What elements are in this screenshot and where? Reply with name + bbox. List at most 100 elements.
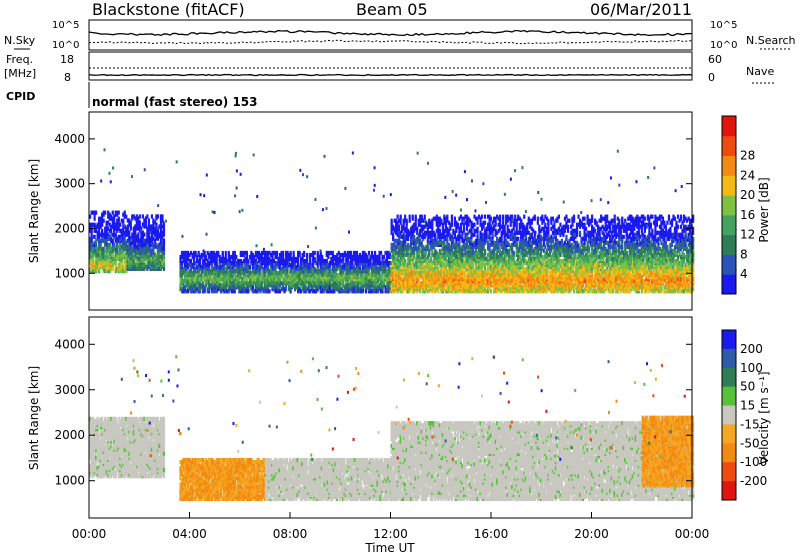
power-cell bbox=[500, 238, 503, 243]
power-cell bbox=[480, 285, 484, 290]
power-cell bbox=[486, 262, 490, 268]
power-cell bbox=[295, 275, 298, 280]
power-cell bbox=[274, 285, 277, 290]
power-cell bbox=[449, 264, 452, 270]
power-cell bbox=[506, 214, 509, 219]
power-cell bbox=[494, 269, 497, 274]
power-cell bbox=[370, 254, 374, 260]
power-cell bbox=[483, 248, 487, 254]
power-cell bbox=[208, 266, 211, 272]
power-cell bbox=[387, 266, 390, 272]
power-cell bbox=[419, 214, 422, 219]
power-cell bbox=[423, 246, 426, 252]
power-cell bbox=[107, 232, 110, 237]
power-cell bbox=[144, 224, 147, 229]
power-cell bbox=[104, 248, 107, 254]
power-cell bbox=[185, 266, 188, 272]
power-cell bbox=[200, 277, 203, 282]
power-cell bbox=[503, 252, 506, 258]
power-cell bbox=[95, 210, 98, 215]
power-cell bbox=[281, 285, 285, 290]
power-cell bbox=[98, 234, 101, 239]
power-cell bbox=[486, 279, 490, 284]
power-cell bbox=[233, 285, 236, 290]
power-cell bbox=[241, 260, 244, 266]
power-cell bbox=[318, 254, 321, 260]
power-cell bbox=[89, 252, 92, 258]
power-cell bbox=[295, 264, 298, 270]
power-cell bbox=[96, 222, 99, 227]
power-cell bbox=[404, 234, 407, 239]
freq-line bbox=[88, 73, 693, 77]
power-cell bbox=[330, 283, 333, 288]
power-cell bbox=[211, 287, 214, 292]
power-cell bbox=[239, 281, 242, 286]
power-cell bbox=[208, 260, 211, 266]
power-cell bbox=[291, 271, 294, 276]
noise-tick-right-bottom: 10^0 bbox=[710, 40, 737, 51]
power-cell bbox=[223, 264, 226, 270]
cpid-label: CPID bbox=[6, 90, 35, 103]
power-cell bbox=[435, 250, 438, 256]
power-cell bbox=[116, 210, 119, 215]
power-cell bbox=[275, 285, 279, 290]
power-cell bbox=[135, 250, 138, 255]
power-cell bbox=[333, 254, 336, 260]
power-cell bbox=[479, 256, 482, 262]
power-cell bbox=[502, 256, 505, 262]
power-cell bbox=[413, 275, 416, 280]
power-cell bbox=[459, 246, 463, 252]
power-cell bbox=[278, 279, 282, 284]
power-cell bbox=[505, 232, 508, 237]
power-cell bbox=[230, 254, 233, 260]
nsky-label: N.Sky bbox=[4, 34, 36, 47]
power-cell bbox=[468, 236, 472, 241]
power-cell bbox=[392, 283, 395, 288]
power-cell bbox=[401, 228, 404, 233]
power-cell bbox=[98, 216, 101, 221]
power-cell bbox=[140, 242, 143, 247]
power-cell bbox=[407, 287, 410, 292]
power-cell bbox=[511, 242, 514, 248]
power-cell bbox=[217, 273, 220, 278]
power-cell bbox=[111, 210, 114, 215]
power-cell bbox=[480, 214, 484, 219]
power-cell bbox=[456, 242, 460, 248]
power-cell bbox=[398, 252, 401, 258]
power-cell bbox=[107, 226, 110, 231]
power-cell bbox=[429, 220, 432, 225]
power-cell bbox=[450, 252, 453, 258]
power-cell bbox=[238, 258, 241, 264]
power-cell bbox=[455, 220, 458, 225]
power-cell bbox=[238, 275, 241, 280]
power-cell bbox=[265, 250, 268, 256]
power-cell bbox=[485, 238, 488, 243]
power-cell bbox=[480, 226, 484, 231]
noise-tick-left-bottom: 10^0 bbox=[52, 40, 79, 51]
power-cell bbox=[387, 250, 390, 256]
power-cell bbox=[224, 283, 227, 288]
power-cell bbox=[251, 252, 255, 258]
power-cell bbox=[339, 252, 342, 258]
power-cell bbox=[125, 226, 128, 231]
power-cell bbox=[186, 254, 190, 260]
power-cell bbox=[269, 275, 273, 280]
power-cell bbox=[137, 262, 140, 267]
power-cell bbox=[384, 289, 387, 294]
power-cell bbox=[245, 289, 248, 294]
power-cell bbox=[477, 214, 481, 219]
power-cell bbox=[199, 262, 202, 268]
power-cell bbox=[434, 287, 437, 292]
power-cell bbox=[521, 264, 524, 270]
power-cell bbox=[452, 240, 455, 245]
power-cell bbox=[479, 230, 482, 235]
power-cell bbox=[355, 258, 359, 264]
power-cell bbox=[521, 285, 524, 290]
power-cell bbox=[486, 234, 490, 239]
power-cell bbox=[262, 266, 265, 272]
power-cell bbox=[107, 210, 110, 215]
power-cell bbox=[474, 248, 478, 254]
power-cell bbox=[443, 283, 446, 288]
power-cell bbox=[505, 218, 508, 223]
power-cell bbox=[135, 214, 138, 219]
